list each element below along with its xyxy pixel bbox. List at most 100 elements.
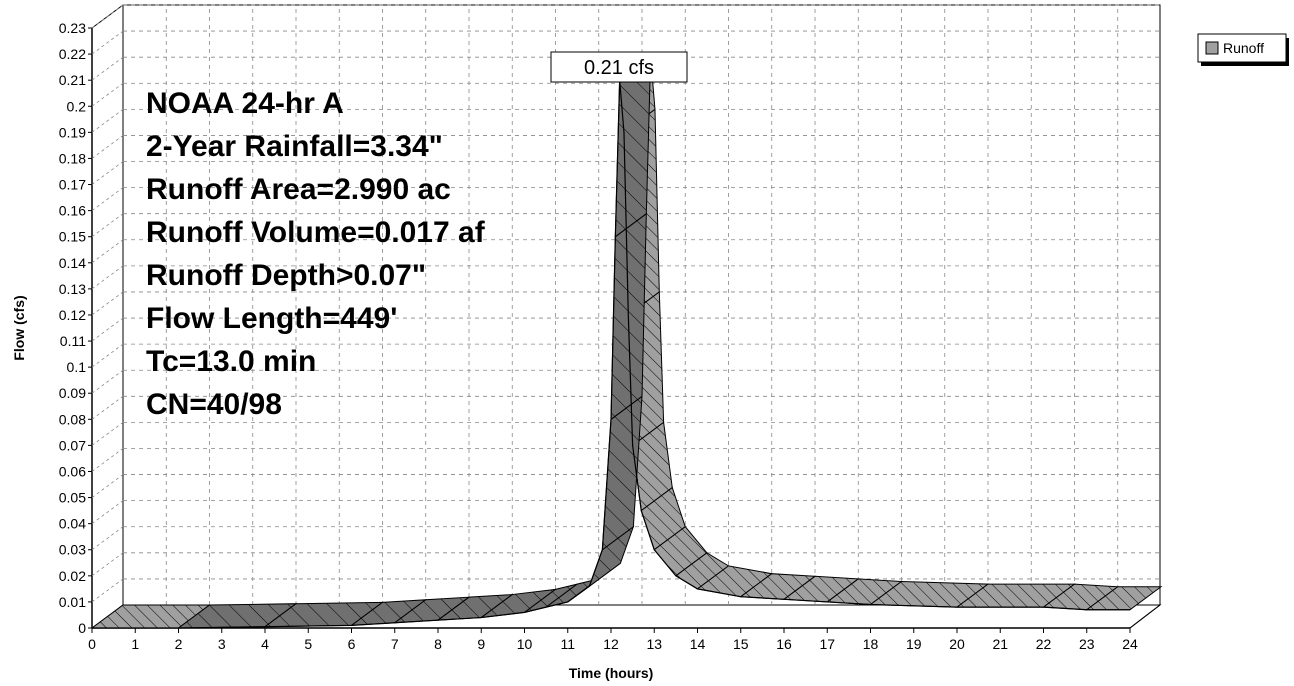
x-tick-label: 15 [733, 636, 749, 652]
x-tick-label: 22 [1036, 636, 1052, 652]
x-tick-label: 17 [819, 636, 835, 652]
x-tick-label: 24 [1122, 636, 1138, 652]
grid-line-side [91, 109, 124, 133]
series-segment-hatch [615, 57, 651, 237]
x-tick-label: 10 [517, 636, 533, 652]
x-tick-label: 1 [131, 636, 139, 652]
annotation-block: NOAA 24-hr A 2-Year Rainfall=3.34" Runoff … [146, 87, 486, 421]
y-tick-label: 0 [78, 620, 86, 636]
series-segment-hatch [524, 584, 578, 613]
series-segment-hatch [654, 526, 707, 576]
y-tick-label: 0.12 [59, 307, 86, 323]
x-tick-label: 3 [218, 636, 226, 652]
grid-line-side [91, 500, 124, 524]
series-segment-hatch [1043, 584, 1118, 610]
y-tick-label: 0.15 [59, 229, 86, 245]
y-tick-label: 0.02 [59, 568, 86, 584]
series-segment-hatch [675, 552, 729, 589]
back-wall [122, 4, 1161, 605]
x-tick-label: 6 [348, 636, 356, 652]
x-tick-label: 19 [906, 636, 922, 652]
grid-line-side [91, 395, 124, 420]
grid-line-side [91, 56, 124, 81]
legend-swatch [1205, 41, 1219, 55]
x-axis-ticks: 0 1 2 3 4 5 6 7 8 9 10 11 12 13 14 15 16 17 18 19 20 21 22 23 24 [88, 628, 1138, 652]
peak-label-box [550, 51, 688, 83]
runoff-series [90, 56, 1163, 629]
x-tick-label: 13 [646, 636, 662, 652]
x-tick-label: 8 [434, 636, 442, 652]
y-tick-label: 0.06 [59, 463, 86, 479]
grid-line-side [91, 213, 124, 238]
annotation-line: 2-Year Rainfall=3.34" [146, 130, 443, 163]
floor-right-edge [1129, 604, 1161, 629]
y-tick-label: 0.18 [59, 150, 86, 166]
series-segment-hatch [351, 599, 426, 626]
peak-label: 0.21 cfs [584, 57, 654, 79]
series-segment-hatch [438, 594, 513, 621]
series-segment-hatch [265, 602, 383, 627]
y-tick-label: 0.17 [59, 177, 86, 193]
grid-line-side [91, 291, 124, 316]
grid-line-side [91, 317, 124, 342]
y-tick-label: 0.14 [59, 255, 86, 271]
grid-line-side [91, 474, 124, 498]
series-segment-hatch [92, 605, 210, 628]
grid-line-side [91, 4, 124, 29]
x-axis-title: Time (hours) [569, 665, 654, 681]
series-segment-hatch [740, 573, 815, 600]
grid-line-side [91, 578, 124, 603]
y-tick-label: 0.04 [59, 516, 86, 532]
y-axis-title: Flow (cfs) [11, 295, 27, 360]
grid-line-side [91, 369, 124, 394]
x-tick-label: 5 [304, 636, 312, 652]
y-tick-label: 0.1 [67, 359, 87, 375]
grid-line-side [91, 30, 124, 55]
y-tick-label: 0.21 [59, 72, 86, 88]
grid-line-side [91, 526, 124, 551]
y-tick-label: 0.05 [59, 490, 86, 506]
annotation-line: NOAA 24-hr A [146, 87, 344, 120]
x-tick-label: 16 [776, 636, 792, 652]
grid-line-side [91, 187, 124, 211]
grid-line-side [91, 239, 124, 264]
y-tick-label: 0.2 [67, 98, 87, 114]
x-tick-label: 2 [175, 636, 183, 652]
series-segment-hatch [641, 487, 686, 550]
series-segment-hatch [827, 578, 902, 605]
series-segment-hatch [957, 584, 1075, 608]
series-segment-hatch [394, 597, 469, 623]
series-line [92, 80, 1130, 629]
y-tick-label: 0.23 [59, 20, 86, 36]
y-tick-label: 0.09 [59, 385, 86, 401]
x-tick-label: 11 [560, 636, 575, 652]
x-tick-label: 9 [477, 636, 485, 652]
series-segment-hatch [481, 589, 556, 618]
series-segment-hatch [589, 526, 634, 587]
grid-line-side [91, 161, 124, 185]
y-tick-label: 0.11 [60, 333, 86, 349]
peak-callout: 0.21 cfs [550, 51, 688, 83]
series-segment-hatch [546, 578, 599, 608]
grid-line-side [91, 422, 124, 446]
annotation-line: CN=40/98 [146, 388, 282, 421]
annotation-line: Runoff Area=2.990 ac [146, 173, 451, 206]
series-segment-hatch [1086, 586, 1161, 610]
x-tick-label: 0 [88, 636, 96, 652]
x-tick-label: 23 [1079, 636, 1095, 652]
y-tick-label: 0.03 [59, 542, 86, 558]
series-segment-hatch [632, 422, 673, 511]
x-tick-label: 14 [690, 636, 706, 652]
y-tick-label: 0.01 [59, 594, 86, 610]
series-segment-hatch [697, 565, 772, 597]
y-tick-label: 0.07 [59, 437, 86, 453]
annotation-line: Runoff Volume=0.017 af [146, 216, 486, 249]
y-tick-label: 0.16 [59, 203, 86, 219]
grid-line-side [91, 448, 124, 472]
gridlines [91, 4, 1161, 629]
legend: Runoff [1197, 33, 1289, 66]
x-tick-label: 4 [261, 636, 269, 652]
series-segment-hatch [178, 603, 296, 628]
x-tick-label: 12 [603, 636, 619, 652]
